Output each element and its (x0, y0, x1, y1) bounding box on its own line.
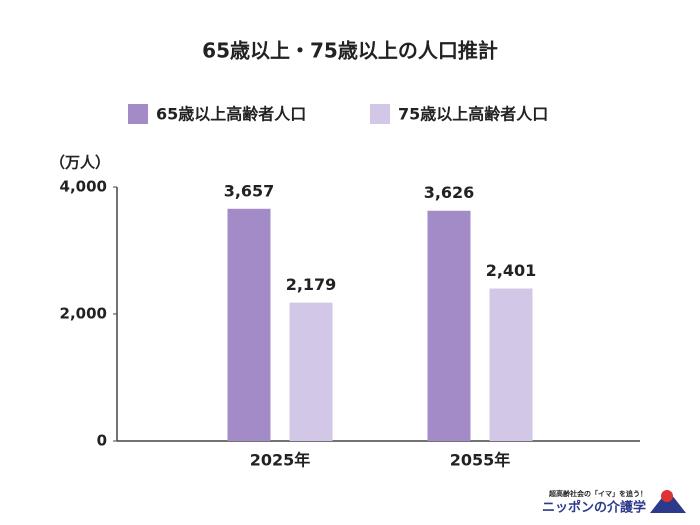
data-label: 2,401 (486, 261, 537, 280)
data-label: 3,657 (224, 181, 275, 200)
legend-label: 65歳以上高齢者人口 (156, 105, 306, 124)
bar (289, 302, 333, 441)
y-tick-label: 0 (97, 432, 107, 450)
legend-label: 75歳以上高齢者人口 (398, 105, 548, 124)
logo: 超高齢社会の「イマ」を追う！ ニッポンの介護学 (542, 489, 686, 516)
bar (227, 208, 271, 441)
data-label: 2,179 (286, 275, 337, 294)
y-axis-label: （万人） (50, 154, 110, 172)
logo-name: ニッポンの介護学 (542, 500, 646, 516)
x-tick-label: 2025年 (250, 451, 311, 470)
logo-sun (661, 490, 673, 502)
legend-swatch (128, 104, 148, 124)
chart-title: 65歳以上・75歳以上の人口推計 (202, 39, 498, 63)
y-tick-label: 2,000 (60, 305, 107, 323)
y-tick-label: 4,000 (60, 178, 107, 196)
legend-swatch (370, 104, 390, 124)
x-tick-label: 2055年 (450, 451, 511, 470)
data-label: 3,626 (424, 183, 475, 202)
logo-tagline: 超高齢社会の「イマ」を追う！ (549, 489, 647, 498)
bar (427, 210, 471, 441)
bar (489, 288, 533, 441)
